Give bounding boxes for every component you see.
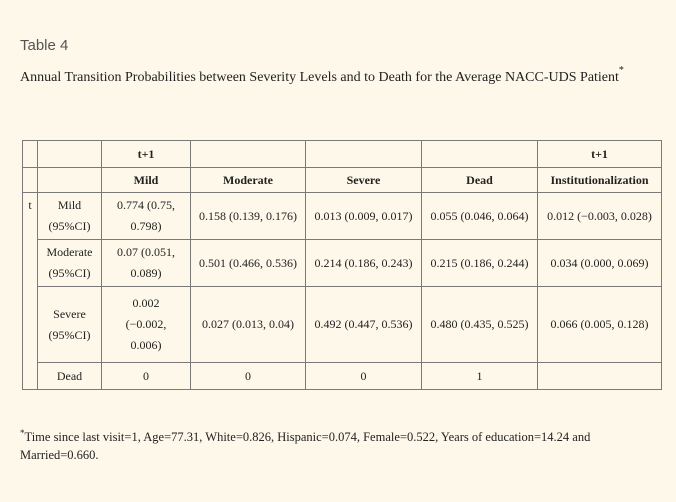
header-empty-cell — [37, 167, 102, 193]
column-header-mild: Mild — [101, 167, 191, 193]
footnote-mark: * — [20, 427, 25, 438]
table-row: t Mild (95%CI) 0.774 (0.75, 0.798) 0.158 … — [22, 192, 662, 390]
header-row-1: t+1 t+1 — [22, 140, 662, 168]
table-cell: 0.012 (−0.003, 0.028) — [537, 192, 662, 240]
table-cell: 0.492 (0.447, 0.536) — [305, 286, 422, 363]
row-label: Dead — [37, 362, 102, 390]
row-sublabel: (95%CI) — [48, 266, 91, 280]
table-row: Dead 0 0 0 1 — [23, 362, 662, 390]
row-label: Severe (95%CI) — [37, 286, 102, 363]
header-empty-cell — [190, 140, 306, 168]
table-row: Moderate (95%CI) 0.07 (0.051, 0.089) 0.50… — [23, 239, 662, 287]
table-cell — [537, 362, 662, 390]
transition-probability-table: t+1 t+1 Mild Moderate Severe Dead Instit… — [22, 140, 662, 390]
row-sublabel: (95%CI) — [48, 327, 91, 342]
table-cell: 0.013 (0.009, 0.017) — [305, 192, 422, 240]
table-cell: 1 — [421, 362, 538, 390]
row-group-t-label: t — [22, 192, 38, 390]
header-empty-cell — [421, 140, 538, 168]
row-label-text: Dead — [56, 368, 83, 383]
row-label: Moderate (95%CI) — [37, 239, 102, 287]
header-row-2: Mild Moderate Severe Dead Institutionali… — [22, 167, 662, 193]
table-cell: 0.066 (0.005, 0.128) — [537, 286, 662, 363]
row-label-text: Mild — [57, 198, 82, 212]
column-header-severe: Severe — [305, 167, 422, 193]
table-cell: 0.002 (−0.002, 0.006) — [101, 286, 191, 363]
caption-footnote-mark: * — [618, 65, 624, 77]
table-cell: 0.214 (0.186, 0.243) — [305, 239, 422, 287]
column-header-institutionalization: Institutionalization — [537, 167, 662, 193]
table-label: Table 4 — [20, 37, 69, 54]
table-cell: 0.480 (0.435, 0.525) — [421, 286, 538, 363]
header-empty-cell — [37, 140, 102, 168]
table-cell: 0.027 (0.013, 0.04) — [190, 286, 306, 363]
header-empty-cell — [305, 140, 422, 168]
row-label: Mild (95%CI) — [37, 192, 102, 240]
header-t-plus-1: t+1 — [537, 140, 662, 168]
table-cell: 0.215 (0.186, 0.244) — [421, 239, 538, 287]
header-empty-cell — [22, 167, 38, 193]
column-header-moderate: Moderate — [190, 167, 306, 193]
table-row: Severe (95%CI) 0.002 (−0.002, 0.006) 0.02… — [23, 286, 662, 363]
table-cell: 0.774 (0.75, 0.798) — [101, 192, 191, 240]
caption-text: Annual Transition Probabilities between … — [20, 70, 619, 85]
header-t-plus-1: t+1 — [101, 140, 191, 168]
header-empty-cell — [22, 140, 38, 168]
row-label-text: Severe — [53, 306, 86, 321]
row-label-text: Moderate — [46, 245, 93, 259]
footnote-text: Time since last visit=1, Age=77.31, Whit… — [20, 430, 591, 462]
table-caption: Annual Transition Probabilities between … — [20, 65, 665, 87]
table-cell: 0 — [305, 362, 422, 390]
table-footnote: *Time since last visit=1, Age=77.31, Whi… — [20, 428, 660, 464]
table-cell: 0 — [101, 362, 191, 390]
table-cell: 0.07 (0.051, 0.089) — [101, 239, 191, 287]
column-header-dead: Dead — [421, 167, 538, 193]
table-cell: 0.158 (0.139, 0.176) — [190, 192, 306, 240]
table-cell: 0 — [190, 362, 306, 390]
table-cell: 0.034 (0.000, 0.069) — [537, 239, 662, 287]
row-sublabel: (95%CI) — [48, 219, 91, 233]
table-cell: 0.501 (0.466, 0.536) — [190, 239, 306, 287]
table-cell: 0.055 (0.046, 0.064) — [421, 192, 538, 240]
